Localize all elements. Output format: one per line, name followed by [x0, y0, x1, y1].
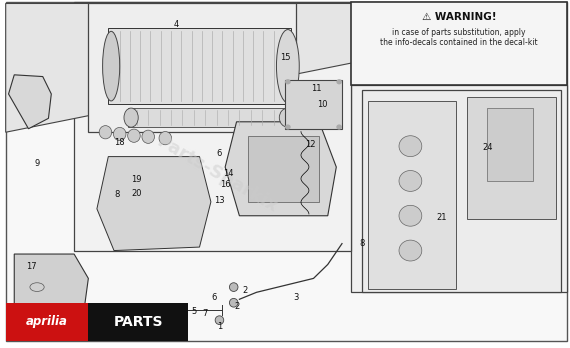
Polygon shape — [368, 101, 456, 289]
Ellipse shape — [128, 129, 140, 142]
Text: 12: 12 — [306, 140, 316, 149]
Text: 17: 17 — [26, 262, 36, 271]
Polygon shape — [6, 3, 353, 132]
Text: PARTS: PARTS — [114, 315, 163, 329]
Polygon shape — [14, 254, 88, 325]
Ellipse shape — [399, 240, 422, 261]
Text: 1: 1 — [217, 322, 222, 331]
Bar — [88, 3, 296, 132]
Ellipse shape — [103, 31, 120, 101]
Text: 19: 19 — [132, 175, 142, 184]
Text: 10: 10 — [317, 100, 327, 109]
Text: 15: 15 — [280, 53, 290, 62]
Polygon shape — [362, 90, 561, 292]
Ellipse shape — [285, 124, 291, 130]
Text: 5: 5 — [191, 307, 197, 316]
Text: 3: 3 — [294, 293, 299, 302]
Ellipse shape — [113, 127, 126, 141]
Text: 6: 6 — [211, 293, 217, 302]
Polygon shape — [9, 75, 51, 129]
Text: 2: 2 — [242, 286, 248, 295]
Text: 14: 14 — [223, 169, 233, 179]
Ellipse shape — [285, 79, 291, 84]
Text: 8: 8 — [114, 190, 120, 199]
Ellipse shape — [276, 30, 299, 103]
Polygon shape — [97, 157, 211, 251]
Ellipse shape — [159, 132, 172, 145]
Ellipse shape — [142, 130, 154, 143]
Ellipse shape — [399, 171, 422, 191]
Text: 24: 24 — [482, 143, 492, 152]
Text: 2: 2 — [234, 302, 239, 311]
Text: 11: 11 — [311, 84, 321, 93]
Text: 16: 16 — [220, 180, 230, 189]
Text: 7: 7 — [202, 309, 208, 318]
Polygon shape — [467, 97, 556, 219]
Text: 21: 21 — [437, 213, 447, 222]
Polygon shape — [108, 28, 291, 104]
Text: 6: 6 — [217, 149, 222, 158]
Polygon shape — [225, 122, 336, 216]
Ellipse shape — [336, 124, 342, 130]
Ellipse shape — [399, 205, 422, 226]
Text: 8: 8 — [359, 239, 365, 248]
Bar — [351, 2, 567, 85]
Ellipse shape — [336, 79, 342, 84]
Text: 4: 4 — [174, 20, 180, 29]
Text: in case of parts substitution, apply
the info-decals contained in the decal-kit: in case of parts substitution, apply the… — [380, 28, 538, 47]
Text: aprilia: aprilia — [26, 315, 68, 329]
Bar — [351, 85, 567, 292]
Polygon shape — [248, 136, 319, 202]
Ellipse shape — [124, 108, 138, 127]
Text: 13: 13 — [214, 196, 225, 205]
Text: ⚠ WARNING!: ⚠ WARNING! — [422, 12, 496, 22]
Ellipse shape — [215, 316, 224, 324]
Ellipse shape — [279, 108, 296, 127]
Bar — [74, 2, 351, 251]
Text: 20: 20 — [132, 189, 142, 198]
Bar — [88, 303, 188, 341]
Ellipse shape — [399, 136, 422, 157]
Ellipse shape — [229, 298, 238, 307]
Text: 9: 9 — [34, 159, 40, 168]
Polygon shape — [487, 108, 533, 181]
Ellipse shape — [229, 283, 238, 292]
Ellipse shape — [99, 126, 112, 139]
Text: 18: 18 — [115, 138, 125, 147]
Polygon shape — [285, 80, 342, 129]
Polygon shape — [128, 108, 288, 127]
Text: Parts-Sparkix: Parts-Sparkix — [153, 132, 280, 216]
Bar — [6, 303, 88, 341]
